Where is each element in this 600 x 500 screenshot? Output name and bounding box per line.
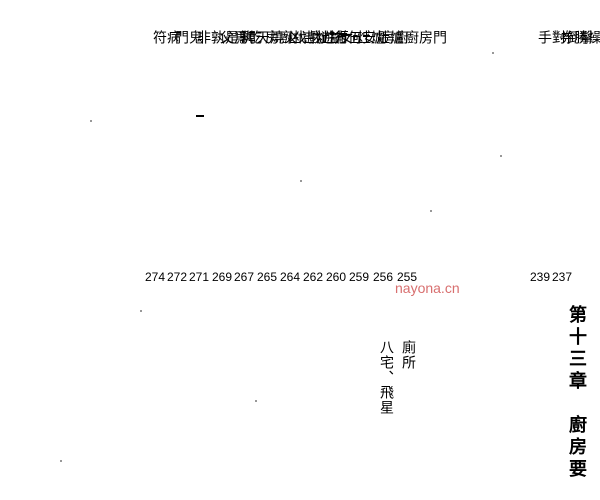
dash-mark (196, 115, 204, 117)
toc-entry-page: 260 (326, 270, 346, 284)
speck-dot (492, 52, 494, 54)
toc-entry-page: 239 (530, 270, 550, 284)
toc-entry-page: 267 (234, 270, 254, 284)
toc-entry-page: 264 (280, 270, 300, 284)
toc-entry-page: 269 (212, 270, 232, 284)
speck-dot (500, 155, 502, 157)
toc-entry-page: 271 (189, 270, 209, 284)
speck-dot (430, 210, 432, 212)
toc-entry-page: 262 (303, 270, 323, 284)
toc-entry-label: 擊倒對手 (536, 30, 592, 45)
speck-dot (300, 180, 302, 182)
watermark-text: nayona.cn (395, 280, 460, 296)
toc-entry-label: 病符 (151, 30, 179, 45)
toc-entry-page: 272 (167, 270, 187, 284)
toc-entry-page: 237 (552, 270, 572, 284)
toc-entry-label: 門房廚 (403, 30, 445, 45)
toc-entry-page: 265 (257, 270, 277, 284)
speck-dot (60, 460, 62, 462)
chapter-title: 第十三章 廚房要 (564, 305, 590, 481)
speck-dot (255, 400, 257, 402)
toc-sub-entry-label: 八宅、飛星 (378, 340, 392, 415)
toc-entry-page: 274 (145, 270, 165, 284)
speck-dot (90, 120, 92, 122)
toc-entry-page: 259 (349, 270, 369, 284)
toc-sub-entry-label: 廁所 (400, 340, 414, 370)
toc-entry-page: 256 (373, 270, 393, 284)
speck-dot (140, 310, 142, 312)
toc-entry-label: 孰是孰非 (195, 30, 251, 45)
